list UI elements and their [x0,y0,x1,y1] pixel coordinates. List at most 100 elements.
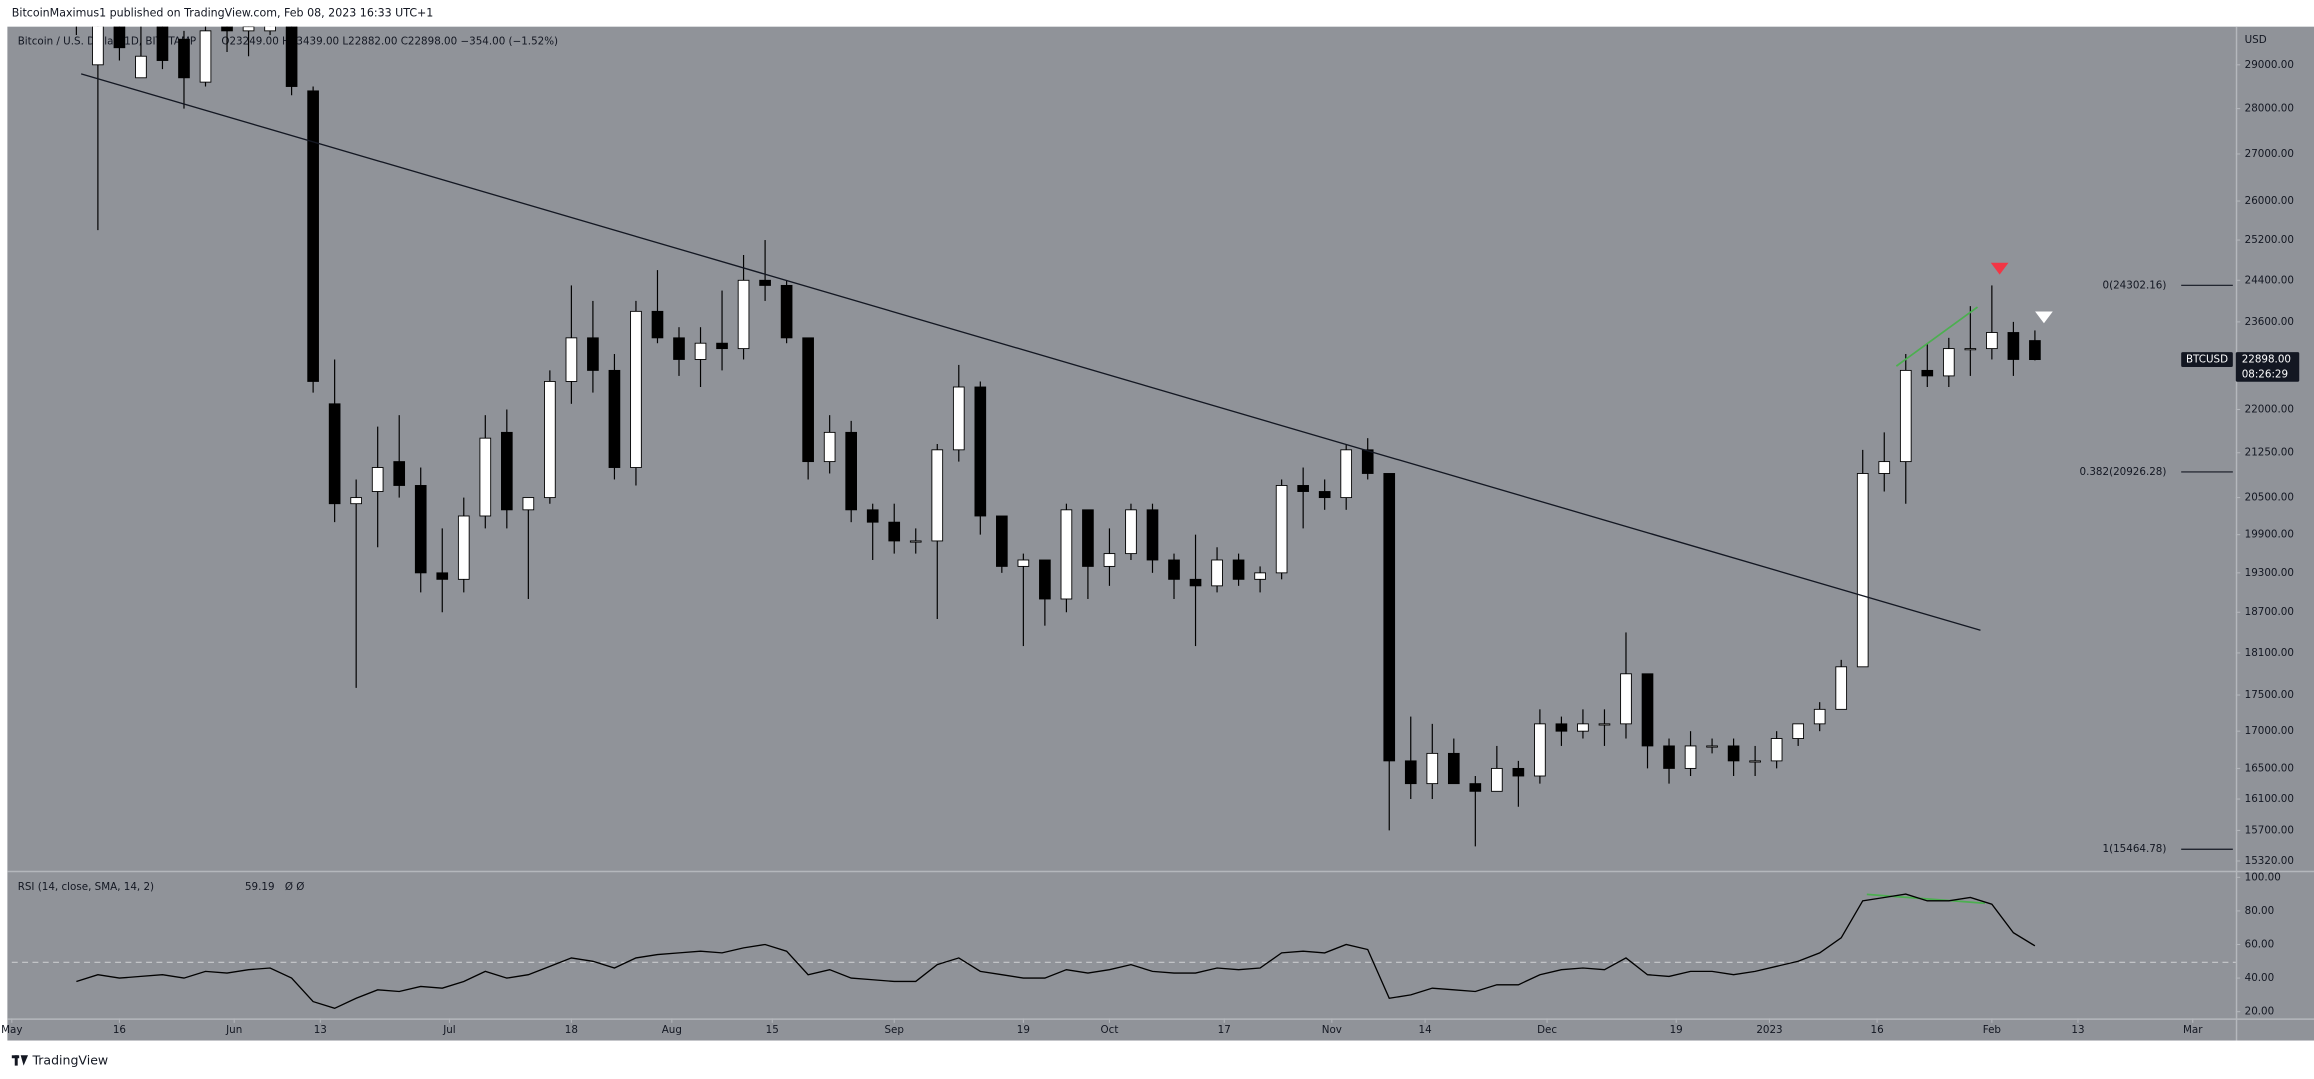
candles [75,26,2041,847]
y-tick-label: 19300.00 [2245,567,2294,579]
candle-body [845,431,858,511]
candle-body [694,342,707,360]
fib-label: 1(15464.78) [2103,843,2167,855]
fib-label: 0(24302.16) [2103,279,2167,291]
candle-body [565,337,578,382]
y-tick-label: 20500.00 [2245,492,2294,504]
y-tick-label: 40.00 [2245,972,2275,984]
ohlc-legend: O23249.00 H23439.00 L22882.00 C22898.00 … [221,35,558,47]
y-tick-label: 27000.00 [2245,148,2294,160]
candle-body [1039,559,1051,600]
y-tick-label: 29000.00 [2245,59,2294,71]
candle-body [780,284,793,339]
candle-body [1275,485,1288,574]
x-tick-label: 13 [314,1024,327,1036]
candle-body [1792,723,1804,739]
price-tag-label: 22898.00 [2242,354,2291,366]
candle-body [673,337,685,360]
candle-body [1835,666,1848,710]
candle-body [199,30,212,83]
candle-body [1706,745,1718,748]
candle-body [285,26,298,87]
axis-unit: USD [2245,34,2267,46]
price-tag-timer: 08:26:29 [2242,368,2288,380]
y-tick-label: 22000.00 [2245,403,2294,415]
candle-body [1555,723,1568,732]
x-tick-label: Jun [225,1024,242,1036]
candle-body [1512,767,1525,777]
candle-body [608,369,621,468]
candle-body [544,380,556,499]
red-triangle [1990,262,2009,275]
candle-body [1103,553,1116,567]
symbol-title: Bitcoin / U.S. Dollar, 1D, BITSTAMP [18,35,196,47]
x-tick-label: Sep [884,1024,903,1036]
candle-body [1125,509,1137,555]
candle-body [1232,559,1245,580]
footer: TradingView [31,1053,108,1068]
y-tick-label: 15320.00 [2245,855,2294,867]
candle-body [1211,559,1223,587]
y-tick-label: 25200.00 [2245,234,2294,246]
x-tick-label: 16 [1871,1024,1884,1036]
y-tick-label: 100.00 [2245,871,2281,883]
header: BitcoinMaximus1 published on TradingView… [12,6,434,19]
candle-body [587,337,599,371]
candle-body [1749,760,1761,763]
chart-background [7,26,2314,1041]
symbol-tag-label: BTCUSD [2186,354,2228,366]
candle-body [1986,332,1998,350]
candle-body [1340,449,1353,499]
symbol-tag [2181,352,2233,367]
x-tick-label: Mar [2183,1024,2203,1036]
x-tick-label: Nov [1322,1024,1342,1036]
candle-body [414,485,427,574]
y-tick-label: 15700.00 [2245,824,2294,836]
y-tick-label: 17500.00 [2245,689,2294,701]
candle-body [1856,473,1869,668]
white-triangle [2035,311,2053,324]
fib-label: 0.382(20926.28) [2080,466,2167,478]
y-tick-label: 20.00 [2245,1006,2275,1018]
candle-body [113,26,126,49]
candle-body [307,90,319,382]
y-tick-label: 28000.00 [2245,103,2294,115]
candle-body [630,310,642,468]
candle-body [1189,578,1202,587]
y-tick-label: 16100.00 [2245,793,2294,805]
candle-body [716,342,728,350]
candle-body [1297,485,1309,492]
candle-body [1361,449,1374,474]
rsi-extra: Ø Ø [285,881,305,893]
x-tick-label: 18 [565,1024,578,1036]
rsi-value-legend: 59.19 [245,881,275,893]
candle-body [371,467,384,492]
candle-body [1254,572,1266,580]
candle-body [1577,723,1589,732]
x-tick-label: 19 [1017,1024,1030,1036]
candle-body [823,431,836,463]
candle-body [1663,745,1675,769]
candle-body [759,279,771,286]
x-tick-label: 17 [1218,1024,1231,1036]
candle-body [1620,673,1632,725]
candle-body [1598,723,1611,726]
candle-body [931,449,944,542]
candle-body [264,26,276,32]
price-tag [2235,352,2300,382]
candle-body [156,26,169,61]
candle-body [802,337,814,463]
candle-body [1082,509,1094,567]
candle-body [2029,340,2041,361]
candle-body [1942,348,1955,377]
candle-body [457,515,470,580]
candle-body [1727,745,1740,762]
x-tick-label: Feb [1983,1024,2001,1036]
candle-body [1146,509,1159,561]
candle-body [436,572,449,580]
x-tick-label: Oct [1101,1024,1119,1036]
candle-body [1964,348,1977,351]
candle-body [328,403,341,505]
candle-body [1641,673,1654,747]
